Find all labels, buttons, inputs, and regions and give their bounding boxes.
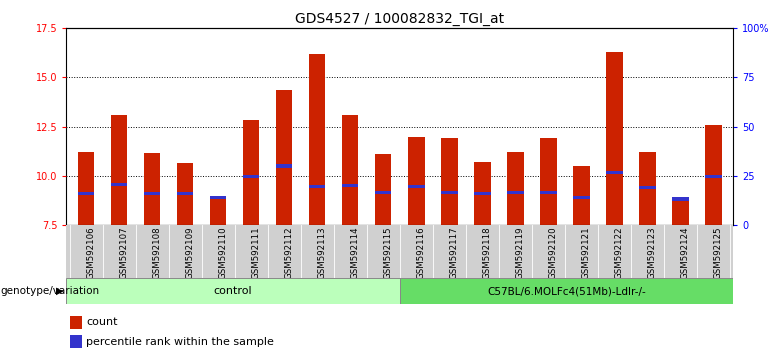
Bar [639, 152, 656, 225]
Bar [210, 199, 226, 225]
Text: GSM592116: GSM592116 [417, 227, 425, 279]
Text: GSM592110: GSM592110 [218, 227, 227, 279]
Bar [606, 52, 622, 225]
Text: genotype/variation: genotype/variation [1, 286, 100, 296]
Bar [375, 190, 392, 194]
Text: GSM592108: GSM592108 [152, 227, 161, 279]
Bar [507, 152, 523, 225]
Text: GSM592117: GSM592117 [449, 227, 459, 279]
Text: GSM592113: GSM592113 [317, 227, 326, 279]
Text: GSM592122: GSM592122 [615, 227, 623, 279]
Bar [177, 192, 193, 195]
Text: count: count [87, 317, 118, 327]
Text: GSM592123: GSM592123 [647, 227, 656, 279]
Bar [507, 190, 523, 194]
Text: GSM592121: GSM592121 [581, 227, 590, 279]
Bar [441, 190, 458, 194]
Bar [399, 278, 733, 304]
Title: GDS4527 / 100082832_TGI_at: GDS4527 / 100082832_TGI_at [295, 12, 505, 26]
Text: GSM592111: GSM592111 [251, 227, 261, 279]
Bar [78, 192, 94, 195]
Bar [111, 183, 127, 186]
Text: GSM592125: GSM592125 [714, 227, 722, 279]
Bar [672, 198, 689, 225]
Bar [408, 137, 424, 225]
Bar [309, 185, 325, 188]
Bar [210, 195, 226, 199]
Bar [243, 175, 260, 178]
Bar [309, 54, 325, 225]
Bar [441, 138, 458, 225]
Text: ▶: ▶ [56, 286, 64, 296]
Bar [78, 152, 94, 225]
Text: GSM592109: GSM592109 [185, 227, 194, 279]
Bar [111, 115, 127, 225]
Text: GSM592124: GSM592124 [680, 227, 690, 279]
Bar [573, 195, 590, 199]
Text: GSM592112: GSM592112 [284, 227, 293, 279]
Text: C57BL/6.MOLFc4(51Mb)-Ldlr-/-: C57BL/6.MOLFc4(51Mb)-Ldlr-/- [487, 286, 646, 296]
Text: GSM592119: GSM592119 [516, 227, 524, 279]
Bar [144, 153, 161, 225]
Text: GSM592118: GSM592118 [482, 227, 491, 279]
Bar [606, 171, 622, 175]
Text: GSM592106: GSM592106 [86, 227, 95, 279]
Bar [474, 162, 491, 225]
Bar [540, 138, 557, 225]
Text: percentile rank within the sample: percentile rank within the sample [87, 337, 275, 347]
Text: GSM592120: GSM592120 [548, 227, 558, 279]
Text: GSM592107: GSM592107 [119, 227, 128, 279]
Bar [573, 166, 590, 225]
Bar [342, 184, 359, 187]
Bar [66, 278, 399, 304]
Bar [243, 120, 260, 225]
Bar [672, 198, 689, 201]
Text: GSM592114: GSM592114 [350, 227, 360, 279]
Bar [639, 186, 656, 189]
Bar [69, 316, 82, 329]
Bar [276, 164, 292, 167]
Text: control: control [214, 286, 253, 296]
Bar [69, 335, 82, 348]
Bar [375, 154, 392, 225]
Bar [474, 192, 491, 195]
Bar [540, 190, 557, 194]
Text: GSM592115: GSM592115 [383, 227, 392, 279]
Bar [408, 185, 424, 188]
Bar [705, 175, 722, 178]
Bar [276, 90, 292, 225]
Bar [342, 115, 359, 225]
Bar [177, 163, 193, 225]
Bar [705, 125, 722, 225]
Bar [144, 192, 161, 195]
